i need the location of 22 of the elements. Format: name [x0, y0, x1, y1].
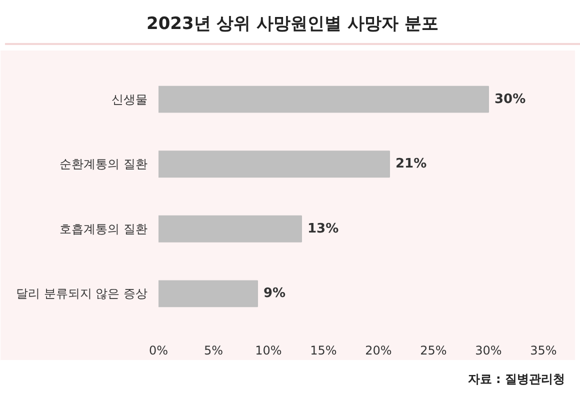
- y-tick-label: 순환계통의 질환: [60, 157, 148, 172]
- y-tick-label: 신생물: [112, 92, 148, 106]
- x-tick-label: 5%: [204, 344, 224, 358]
- y-tick-label: 호흡계통의 질환: [60, 222, 148, 236]
- bar: [158, 150, 390, 178]
- x-tick-label: 10%: [255, 344, 282, 358]
- chart-title: 2023년 상위 사망원인별 사망자 분포: [146, 13, 438, 36]
- x-tick-label: 15%: [310, 344, 337, 358]
- bar: [158, 215, 302, 242]
- y-tick-label: 달리 분류되지 않은 증상: [16, 286, 148, 301]
- data-label: 30%: [494, 92, 526, 107]
- bar: [158, 86, 489, 113]
- x-tick-label: 20%: [365, 344, 392, 358]
- bar: [158, 280, 258, 308]
- x-tick-label: 30%: [475, 344, 502, 358]
- data-label: 9%: [264, 286, 286, 302]
- x-tick-label: 25%: [420, 344, 447, 358]
- data-label: 21%: [396, 156, 427, 172]
- data-label: 13%: [308, 221, 339, 236]
- text: 자료 : 질병관리청: [468, 371, 565, 388]
- x-tick-label: 35%: [530, 344, 557, 358]
- x-tick-label: 0%: [148, 344, 168, 358]
